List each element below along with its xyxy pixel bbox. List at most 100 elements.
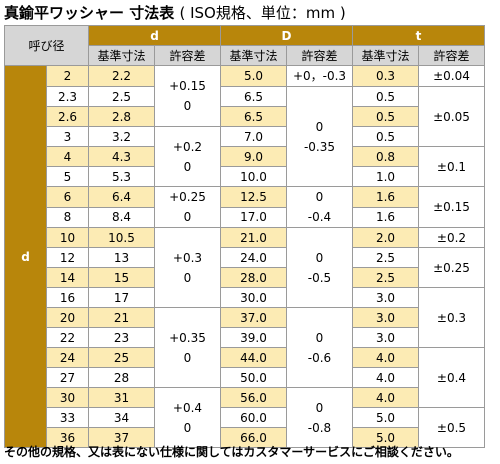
d-tolerance-cell: +0.25 0 — [154, 186, 221, 228]
t-standard-cell: 2.5 — [352, 247, 419, 268]
D-standard-cell: 44.0 — [220, 347, 287, 368]
tolerance-lower: -0.6 — [307, 350, 332, 365]
tolerance-upper: +0.25 — [169, 190, 206, 204]
nominal-cell: 6 — [46, 186, 89, 208]
table-row: 36 37 66.0 5.0 — [5, 427, 485, 448]
d-tolerance-cell: +0.15 0 — [154, 65, 221, 127]
d-standard-cell: 8.4 — [88, 206, 155, 228]
table-row: 27 28 50.0 4.0 — [5, 367, 485, 388]
header-D: D — [220, 25, 353, 46]
title-spec: ( ISO規格、単位：mm ) — [179, 4, 346, 22]
D-tolerance-cell: 0 -0.5 — [286, 227, 353, 308]
nominal-cell: 2.3 — [46, 86, 89, 107]
t-tolerance-cell: ±0.04 — [418, 65, 485, 87]
page-title: 真鍮平ワッシャー 寸法表 ( ISO規格、単位：mm ) — [4, 2, 346, 24]
nominal-cell: 2.6 — [46, 106, 89, 127]
nominal-cell: 22 — [46, 327, 89, 348]
tolerance-upper: 0 — [315, 250, 324, 265]
D-standard-cell: 30.0 — [220, 287, 287, 308]
D-standard-cell: 66.0 — [220, 427, 287, 448]
nominal-cell: 4 — [46, 146, 89, 167]
d-standard-cell: 17 — [88, 287, 155, 308]
t-tolerance-cell: ±0.2 — [418, 227, 485, 248]
D-standard-cell: 7.0 — [220, 126, 287, 147]
t-tolerance-cell: ±0.3 — [418, 287, 485, 348]
footnote: その他の規格、又は表にない仕様に関してはカスタマーサービスにご相談ください。 — [4, 445, 459, 459]
t-tolerance-cell: ±0.5 — [418, 407, 485, 448]
D-standard-cell: 21.0 — [220, 227, 287, 248]
D-standard-cell: 56.0 — [220, 387, 287, 408]
nominal-cell: 24 — [46, 347, 89, 368]
table-row: 33 34 60.0 5.0 ±0.5 — [5, 407, 485, 448]
t-standard-cell: 0.8 — [352, 146, 419, 167]
nominal-cell: 5 — [46, 166, 89, 187]
d-standard-cell: 5.3 — [88, 166, 155, 187]
t-standard-cell: 3.0 — [352, 287, 419, 308]
nominal-cell: 2 — [46, 65, 89, 87]
d-standard-cell: 34 — [88, 407, 155, 428]
D-standard-cell: 10.0 — [220, 166, 287, 187]
tolerance-lower: -0.5 — [307, 270, 332, 285]
d-standard-cell: 31 — [88, 387, 155, 408]
tolerance-lower: 0 — [183, 350, 192, 365]
D-standard-cell: 28.0 — [220, 267, 287, 288]
D-standard-cell: 39.0 — [220, 327, 287, 348]
d-tolerance-cell: +0.2 0 — [154, 126, 221, 187]
tolerance-lower: -0.4 — [307, 210, 332, 224]
header-nominal: 呼び径 — [4, 25, 89, 66]
header-t-tolerance: 許容差 — [418, 45, 485, 66]
table-row: 6 6.4 +0.25 0 12.5 0 -0.4 1.6 ±0.15 — [5, 186, 485, 228]
t-standard-cell: 1.6 — [352, 186, 419, 208]
t-standard-cell: 0.5 — [352, 126, 419, 147]
d-standard-cell: 2.8 — [88, 106, 155, 127]
d-tolerance-cell: +0.3 0 — [154, 227, 221, 308]
tolerance-upper: 0 — [315, 330, 324, 345]
nominal-cell: 12 — [46, 247, 89, 268]
nominal-cell: 20 — [46, 307, 89, 328]
d-standard-cell: 13 — [88, 247, 155, 268]
table-row: 14 15 28.0 2.5 — [5, 267, 485, 288]
t-tolerance-cell: ±0.1 — [418, 146, 485, 187]
tolerance-lower: 0 — [183, 270, 192, 285]
tolerance-lower: 0 — [183, 159, 192, 174]
table-row: 12 13 24.0 2.5 ±0.25 — [5, 247, 485, 288]
t-tolerance-cell: ±0.4 — [418, 347, 485, 408]
header-t: t — [352, 25, 485, 46]
d-standard-cell: 6.4 — [88, 186, 155, 208]
d-standard-cell: 2.5 — [88, 86, 155, 107]
table-row: 4 4.3 9.0 0.8 ±0.1 — [5, 146, 485, 187]
D-standard-cell: 60.0 — [220, 407, 287, 428]
d-standard-cell: 37 — [88, 427, 155, 448]
t-standard-cell: 4.0 — [352, 387, 419, 408]
table-row: 24 25 44.0 4.0 ±0.4 — [5, 347, 485, 408]
D-tolerance-cell: 0 -0.4 — [286, 186, 353, 228]
tolerance-upper: +0.3 — [172, 250, 203, 265]
t-tolerance-cell: ±0.25 — [418, 247, 485, 288]
d-standard-cell: 25 — [88, 347, 155, 368]
D-standard-cell: 37.0 — [220, 307, 287, 328]
table-row: 3 3.2 +0.2 0 7.0 0.5 — [5, 126, 485, 187]
tolerance-lower: 0 — [183, 210, 192, 224]
nominal-cell: 36 — [46, 427, 89, 448]
d-standard-cell: 15 — [88, 267, 155, 288]
t-standard-cell: 0.3 — [352, 65, 419, 87]
nominal-cell: 30 — [46, 387, 89, 408]
t-standard-cell: 5.0 — [352, 407, 419, 428]
d-standard-cell: 21 — [88, 307, 155, 328]
table-row: 5 5.3 10.0 1.0 — [5, 166, 485, 187]
header-d: d — [88, 25, 221, 46]
table-row: 8 8.4 17.0 1.6 — [5, 206, 485, 228]
nominal-cell: 14 — [46, 267, 89, 288]
nominal-cell: 33 — [46, 407, 89, 428]
t-standard-cell: 2.0 — [352, 227, 419, 248]
nominal-cell: 16 — [46, 287, 89, 308]
t-standard-cell: 2.5 — [352, 267, 419, 288]
t-standard-cell: 1.6 — [352, 206, 419, 228]
t-standard-cell: 3.0 — [352, 327, 419, 348]
d-tolerance-cell: +0.4 0 — [154, 387, 221, 448]
table-row: 30 31 +0.4 0 56.0 0 -0.8 4.0 — [5, 387, 485, 448]
D-tolerance-cell: 0 -0.8 — [286, 387, 353, 448]
D-standard-cell: 24.0 — [220, 247, 287, 268]
tolerance-upper: 0 — [315, 400, 324, 415]
D-standard-cell: 9.0 — [220, 146, 287, 167]
